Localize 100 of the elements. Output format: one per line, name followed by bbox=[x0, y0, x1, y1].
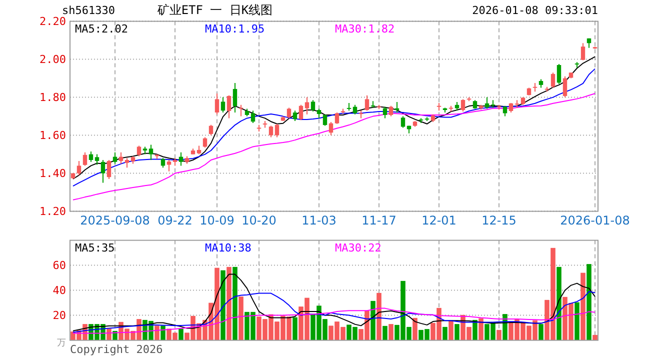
chart-title: 矿业ETF 一 日K线图 bbox=[156, 3, 273, 17]
candlestick bbox=[88, 150, 94, 162]
candlestick bbox=[76, 160, 82, 176]
y-tick-label: 20 bbox=[52, 309, 66, 322]
candlestick bbox=[94, 154, 100, 166]
candlestick bbox=[316, 108, 322, 119]
text: MA10:38 bbox=[205, 241, 252, 254]
bar bbox=[232, 266, 238, 340]
candlestick bbox=[334, 112, 340, 124]
candlestick bbox=[274, 123, 280, 138]
candlestick bbox=[286, 107, 292, 119]
bar bbox=[154, 326, 160, 340]
candlestick bbox=[148, 144, 154, 160]
bar bbox=[388, 324, 394, 340]
text: 2026-01-08 09:33:01 bbox=[472, 4, 598, 17]
bar bbox=[412, 318, 418, 340]
bar bbox=[502, 314, 508, 340]
candlestick bbox=[328, 122, 334, 136]
bar bbox=[376, 292, 382, 340]
candlestick bbox=[268, 125, 274, 138]
bar bbox=[472, 320, 478, 340]
bar bbox=[382, 326, 388, 340]
candlestick bbox=[502, 105, 508, 117]
bar bbox=[556, 266, 562, 340]
candlestick bbox=[106, 160, 112, 180]
candlestick bbox=[202, 136, 208, 148]
bar bbox=[226, 266, 232, 340]
candlestick bbox=[550, 72, 556, 88]
candlestick bbox=[166, 160, 172, 172]
candlestick bbox=[322, 114, 328, 126]
bar bbox=[238, 296, 244, 340]
candlestick bbox=[508, 102, 514, 113]
line-series bbox=[72, 291, 596, 333]
candlestick bbox=[100, 160, 106, 184]
y-tick-label: 1.60 bbox=[40, 129, 66, 142]
candlestick bbox=[364, 94, 370, 112]
bar bbox=[442, 326, 448, 340]
candlestick bbox=[124, 158, 130, 168]
x-tick-label: 11-17 bbox=[362, 213, 396, 228]
candlestick bbox=[250, 110, 256, 124]
candlestick bbox=[304, 96, 310, 115]
candlestick bbox=[208, 124, 214, 136]
x-tick-label: 11-03 bbox=[302, 213, 336, 228]
line-series bbox=[72, 308, 596, 334]
line-series bbox=[72, 274, 596, 332]
candlestick bbox=[220, 96, 226, 113]
candlestick bbox=[238, 104, 244, 117]
y-tick-label: 2.00 bbox=[40, 53, 66, 66]
candlestick bbox=[388, 105, 394, 117]
candlestick bbox=[112, 152, 118, 164]
x-tick-label: 2025-09-08 bbox=[80, 213, 150, 228]
candlestick bbox=[160, 158, 166, 168]
y-tick-label: 1.20 bbox=[40, 205, 66, 218]
candlestick bbox=[382, 106, 388, 119]
text: MA30:1.82 bbox=[335, 22, 395, 36]
text: MA10:1.95 bbox=[205, 22, 265, 36]
x-tick-label: 09-22 bbox=[158, 213, 192, 228]
text: sh561330 bbox=[62, 4, 115, 17]
y-axis-title: 万 bbox=[57, 338, 66, 348]
candlestick bbox=[556, 64, 562, 84]
candlestick bbox=[178, 152, 184, 166]
candlestick bbox=[490, 100, 496, 108]
bar bbox=[478, 318, 484, 340]
candlestick bbox=[484, 96, 490, 110]
bar bbox=[454, 324, 460, 340]
bar bbox=[292, 317, 298, 340]
candlestick bbox=[352, 104, 358, 115]
text: MA30:22 bbox=[335, 241, 382, 254]
bar bbox=[586, 264, 592, 340]
candlestick bbox=[310, 100, 316, 112]
y-tick-label: 1.40 bbox=[40, 167, 66, 180]
candlestick bbox=[214, 93, 220, 115]
bar bbox=[220, 270, 226, 340]
bar bbox=[592, 334, 598, 340]
text: Copyright 2026 bbox=[70, 343, 163, 356]
candlestick bbox=[232, 82, 238, 113]
y-tick-label: 40 bbox=[52, 284, 66, 298]
candlestick bbox=[514, 100, 520, 108]
candlestick bbox=[580, 42, 586, 61]
bar bbox=[538, 324, 544, 340]
candlestick bbox=[460, 98, 466, 112]
bar bbox=[580, 272, 586, 340]
candlestick bbox=[82, 152, 88, 166]
bar bbox=[448, 320, 454, 340]
candlestick bbox=[226, 94, 232, 119]
y-tick-label: 2.20 bbox=[40, 15, 66, 28]
x-tick-label: 10-09 bbox=[200, 213, 234, 228]
candlestick bbox=[400, 116, 406, 128]
bar bbox=[574, 302, 580, 340]
candlestick bbox=[298, 104, 304, 121]
candlestick bbox=[118, 152, 124, 164]
line-series bbox=[72, 93, 596, 200]
bar bbox=[370, 300, 376, 340]
x-tick-label: 2026-01-08 bbox=[560, 213, 630, 228]
candlestick bbox=[562, 76, 568, 98]
candlestick bbox=[136, 145, 142, 157]
candlestick bbox=[292, 110, 298, 122]
x-tick-label: 10-20 bbox=[242, 213, 276, 228]
bar bbox=[496, 330, 502, 340]
y-tick-label: 1.80 bbox=[40, 91, 66, 104]
